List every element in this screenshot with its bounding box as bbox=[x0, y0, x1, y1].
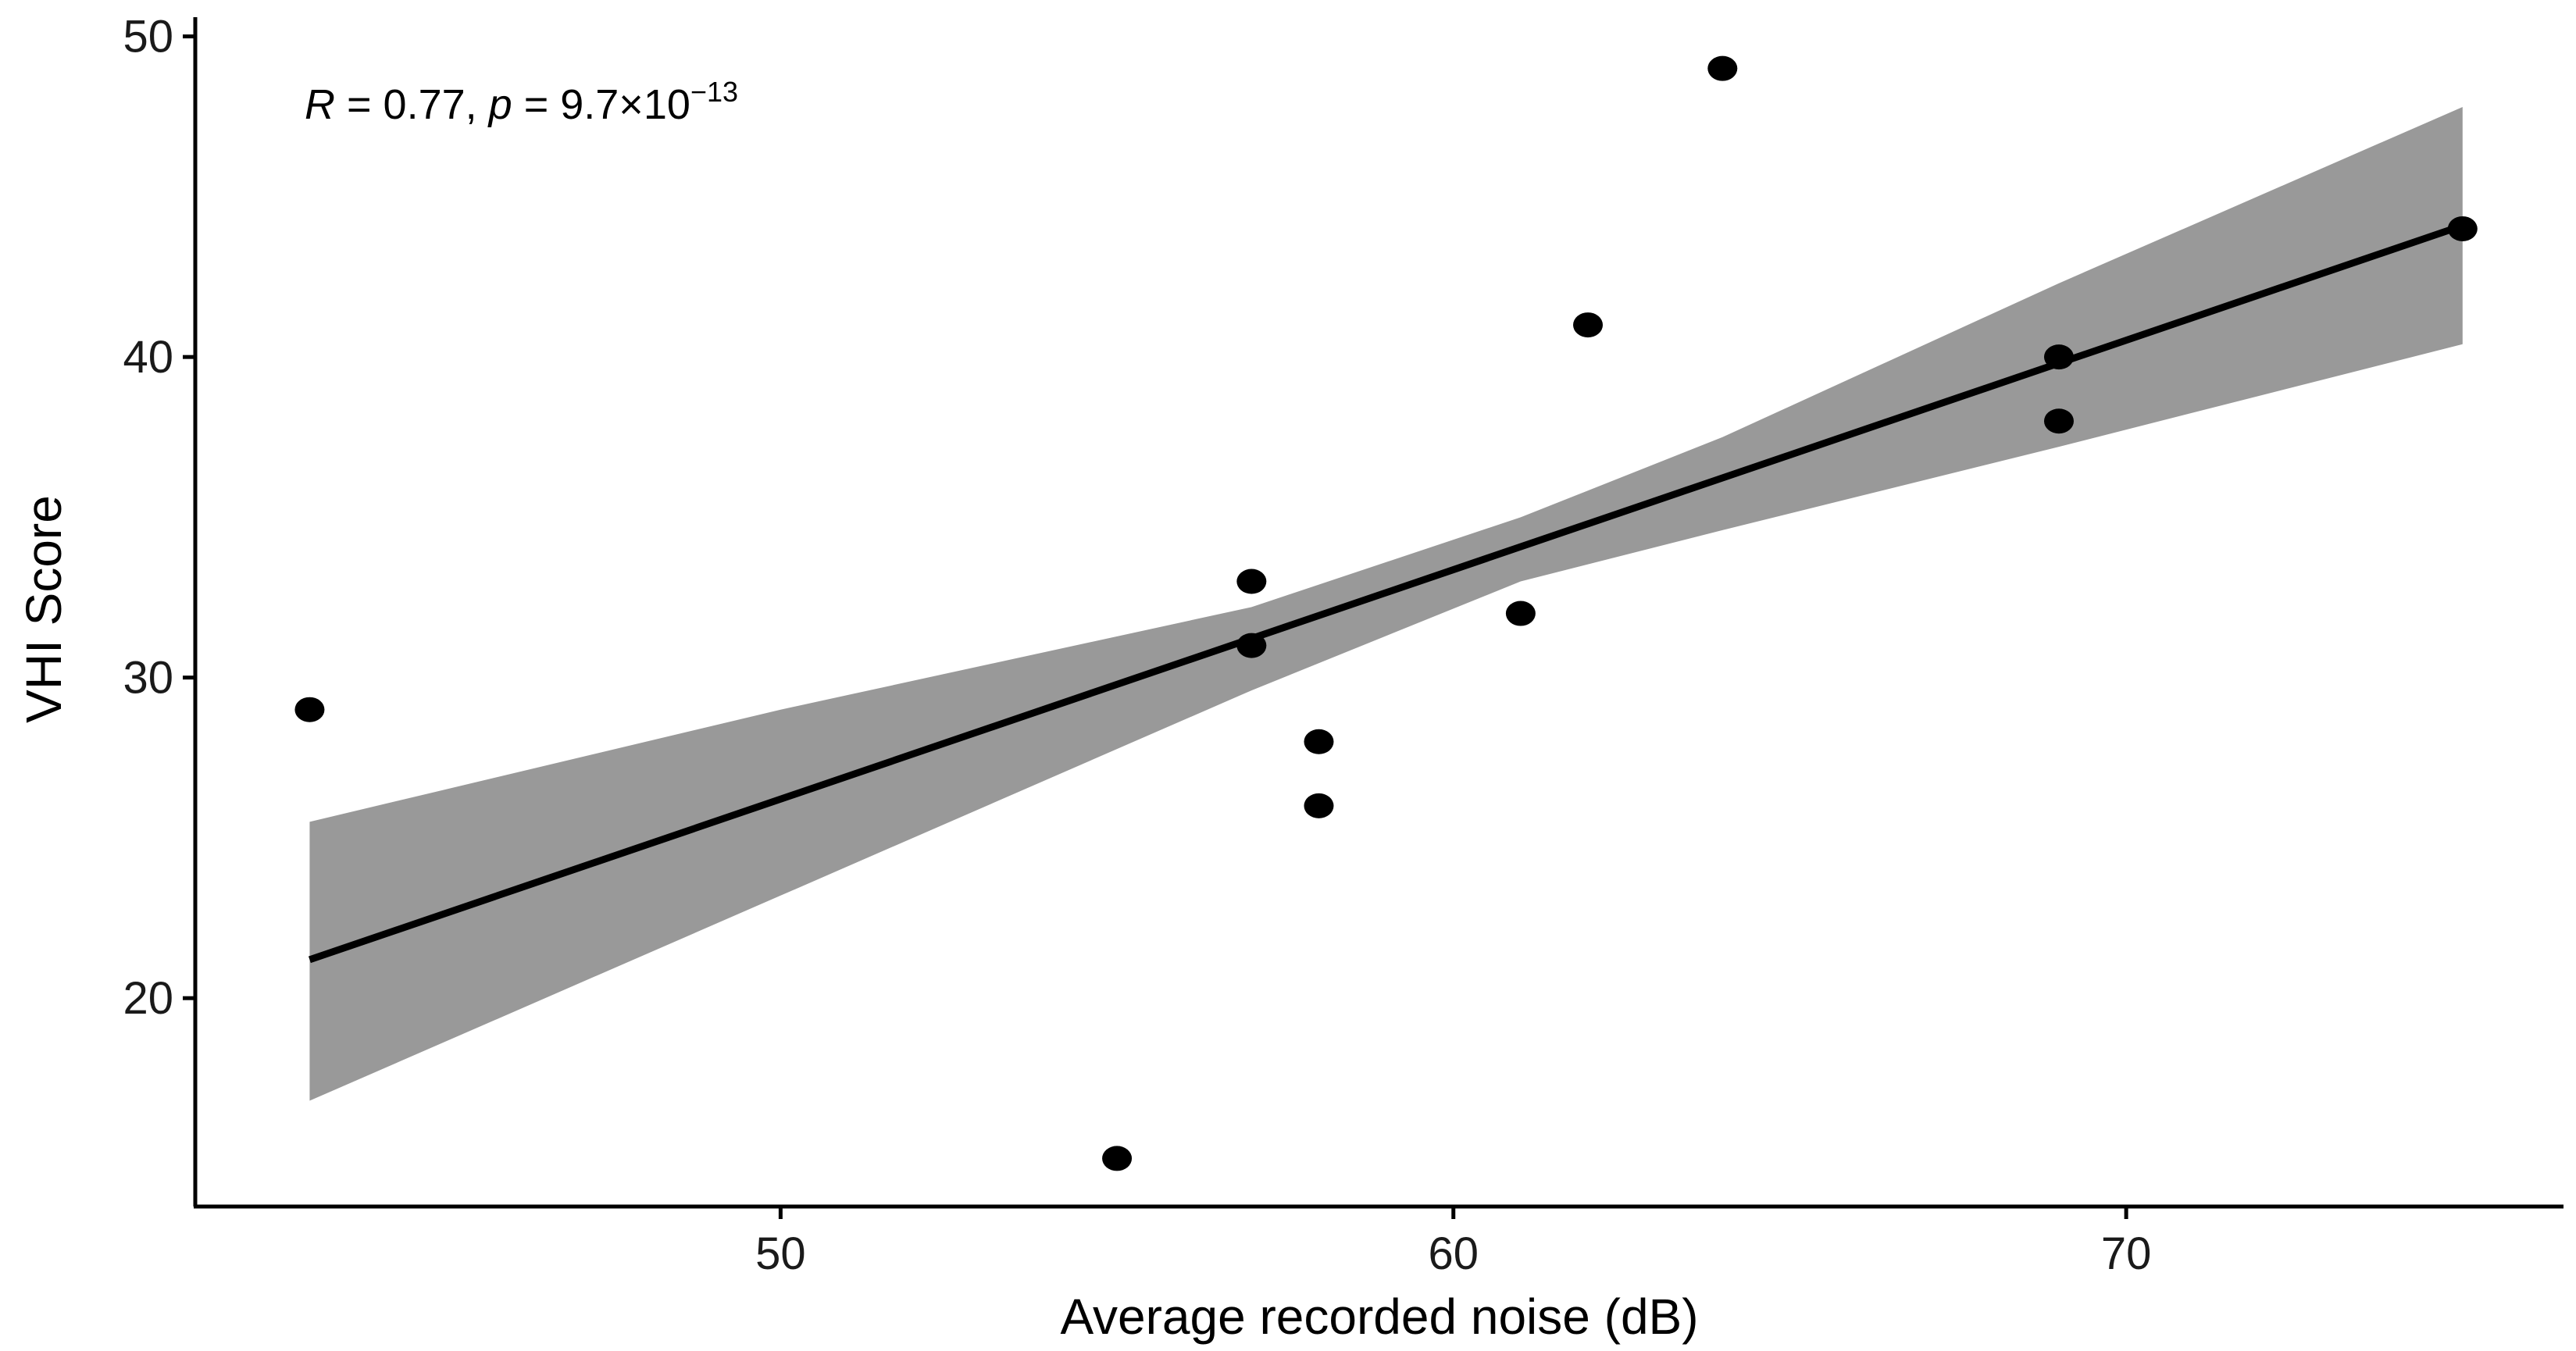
data-point-4 bbox=[1236, 633, 1267, 658]
p-value: = 9.7×10 bbox=[512, 81, 690, 128]
x-tick-label-50: 50 bbox=[755, 1228, 806, 1279]
data-point-8 bbox=[1573, 312, 1604, 338]
data-point-12 bbox=[2447, 216, 2478, 241]
correlation-annotation: R = 0.77, p = 9.7×10−13 bbox=[305, 76, 738, 128]
data-point-7 bbox=[1505, 601, 1536, 626]
p-symbol: p bbox=[487, 81, 512, 128]
points-layer bbox=[294, 55, 2478, 1171]
data-point-10 bbox=[2043, 344, 2074, 370]
regression-line-layer bbox=[308, 222, 2464, 964]
regression-line bbox=[308, 222, 2464, 964]
confidence-band bbox=[309, 106, 2463, 1101]
data-point-5 bbox=[1304, 729, 1334, 754]
r-symbol: R bbox=[305, 81, 335, 128]
p-exponent: −13 bbox=[690, 76, 738, 108]
y-tick-label-40: 40 bbox=[123, 332, 173, 383]
y-tick-label-20: 20 bbox=[123, 973, 173, 1024]
data-point-6 bbox=[1304, 793, 1334, 818]
data-point-2 bbox=[1102, 1146, 1133, 1171]
axes-layer bbox=[193, 17, 2564, 1209]
ticks-layer: 50 60 70 20 30 40 50 bbox=[123, 12, 2151, 1279]
y-axis-title: VHI Score bbox=[16, 495, 72, 723]
data-point-11 bbox=[2043, 408, 2074, 434]
data-point-9 bbox=[1707, 55, 1738, 81]
x-tick-label-60: 60 bbox=[1428, 1228, 1479, 1279]
confidence-band-layer bbox=[309, 106, 2463, 1101]
data-point-1 bbox=[294, 697, 325, 722]
data-point-3 bbox=[1236, 569, 1267, 594]
y-tick-label-30: 30 bbox=[123, 653, 173, 704]
x-axis-title: Average recorded noise (dB) bbox=[1060, 1289, 1698, 1345]
r-value: = 0.77, bbox=[335, 81, 489, 128]
y-tick-label-50: 50 bbox=[123, 12, 173, 62]
x-tick-label-70: 70 bbox=[2101, 1228, 2152, 1279]
